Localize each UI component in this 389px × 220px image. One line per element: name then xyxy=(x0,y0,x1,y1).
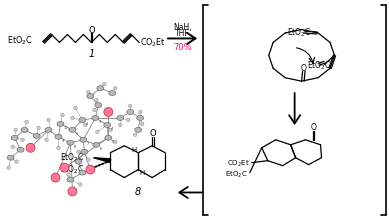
Text: 3: 3 xyxy=(98,120,101,124)
Circle shape xyxy=(109,128,112,132)
Ellipse shape xyxy=(7,155,14,160)
Ellipse shape xyxy=(80,137,87,142)
Text: 10: 10 xyxy=(63,126,68,130)
Circle shape xyxy=(103,82,106,86)
Ellipse shape xyxy=(45,127,52,132)
Ellipse shape xyxy=(69,127,76,132)
Circle shape xyxy=(138,110,142,114)
Circle shape xyxy=(26,143,35,152)
Circle shape xyxy=(37,126,40,130)
Ellipse shape xyxy=(109,91,116,96)
Text: H: H xyxy=(139,170,144,176)
Text: $\mathregular{EtO_2C}$: $\mathregular{EtO_2C}$ xyxy=(60,163,85,176)
Circle shape xyxy=(21,138,25,142)
Circle shape xyxy=(57,146,60,150)
Circle shape xyxy=(96,130,99,134)
Ellipse shape xyxy=(81,149,88,154)
Circle shape xyxy=(84,123,87,127)
Text: $\mathregular{EtO_2C}$: $\mathregular{EtO_2C}$ xyxy=(287,27,312,39)
Ellipse shape xyxy=(87,94,94,99)
Text: 7: 7 xyxy=(86,142,89,146)
Ellipse shape xyxy=(93,142,100,147)
Ellipse shape xyxy=(55,134,62,139)
Text: 4: 4 xyxy=(110,127,112,131)
Text: O: O xyxy=(300,64,306,73)
Text: NaH,: NaH, xyxy=(173,23,192,32)
Circle shape xyxy=(128,104,132,108)
Circle shape xyxy=(95,98,98,102)
Circle shape xyxy=(87,90,90,94)
Text: 1: 1 xyxy=(88,49,95,59)
Ellipse shape xyxy=(105,135,112,140)
Ellipse shape xyxy=(137,116,144,120)
Ellipse shape xyxy=(67,140,74,145)
Circle shape xyxy=(133,133,137,137)
Circle shape xyxy=(119,123,122,127)
Circle shape xyxy=(93,108,96,112)
Ellipse shape xyxy=(127,110,134,114)
Circle shape xyxy=(71,116,74,120)
Circle shape xyxy=(25,120,28,124)
Circle shape xyxy=(86,165,95,174)
Polygon shape xyxy=(93,158,110,162)
Text: $\mathregular{EtO_2C}$: $\mathregular{EtO_2C}$ xyxy=(60,151,85,164)
Ellipse shape xyxy=(11,135,18,140)
Text: 6: 6 xyxy=(99,147,102,151)
Ellipse shape xyxy=(67,177,74,182)
Circle shape xyxy=(79,183,82,186)
Ellipse shape xyxy=(79,117,86,122)
Circle shape xyxy=(11,145,14,149)
Circle shape xyxy=(47,118,50,122)
Text: THF: THF xyxy=(175,29,190,38)
Circle shape xyxy=(77,150,80,154)
Circle shape xyxy=(15,160,18,163)
Ellipse shape xyxy=(33,133,40,138)
Circle shape xyxy=(114,86,117,90)
Ellipse shape xyxy=(92,116,99,120)
Circle shape xyxy=(60,163,69,172)
Text: O: O xyxy=(88,26,95,35)
Text: 8: 8 xyxy=(135,187,141,198)
Circle shape xyxy=(104,108,113,116)
Circle shape xyxy=(61,113,64,117)
Circle shape xyxy=(126,118,130,122)
Text: O: O xyxy=(310,123,316,132)
Circle shape xyxy=(68,187,77,196)
Text: 2: 2 xyxy=(86,122,88,126)
Text: $\mathregular{CO_2Et}$: $\mathregular{CO_2Et}$ xyxy=(227,159,250,169)
Ellipse shape xyxy=(79,170,86,175)
Text: $\mathregular{EtO_2C}$: $\mathregular{EtO_2C}$ xyxy=(307,59,331,72)
Circle shape xyxy=(114,140,117,144)
Circle shape xyxy=(67,173,70,176)
Circle shape xyxy=(51,173,60,182)
Ellipse shape xyxy=(17,147,24,152)
Text: 8: 8 xyxy=(74,145,76,149)
Circle shape xyxy=(74,106,77,110)
Text: 70%: 70% xyxy=(173,43,192,52)
Circle shape xyxy=(140,122,144,126)
Text: 9: 9 xyxy=(61,139,64,143)
Circle shape xyxy=(87,158,90,161)
Text: $\mathregular{EtO_2C}$: $\mathregular{EtO_2C}$ xyxy=(7,34,32,47)
Text: H: H xyxy=(131,147,136,153)
Circle shape xyxy=(7,166,11,169)
Ellipse shape xyxy=(21,127,28,132)
Ellipse shape xyxy=(57,121,64,126)
Ellipse shape xyxy=(104,122,111,127)
Text: 1: 1 xyxy=(75,132,78,136)
Text: 5: 5 xyxy=(111,140,114,144)
Text: $\mathregular{CO_2Et}$: $\mathregular{CO_2Et}$ xyxy=(140,36,166,49)
Ellipse shape xyxy=(95,103,102,108)
Ellipse shape xyxy=(135,127,142,132)
Ellipse shape xyxy=(117,116,124,120)
Text: O: O xyxy=(149,129,156,138)
Text: $\mathregular{EtO_2C}$: $\mathregular{EtO_2C}$ xyxy=(225,169,248,180)
Circle shape xyxy=(14,128,18,132)
Ellipse shape xyxy=(75,159,82,164)
Circle shape xyxy=(45,138,48,142)
Ellipse shape xyxy=(97,86,104,91)
